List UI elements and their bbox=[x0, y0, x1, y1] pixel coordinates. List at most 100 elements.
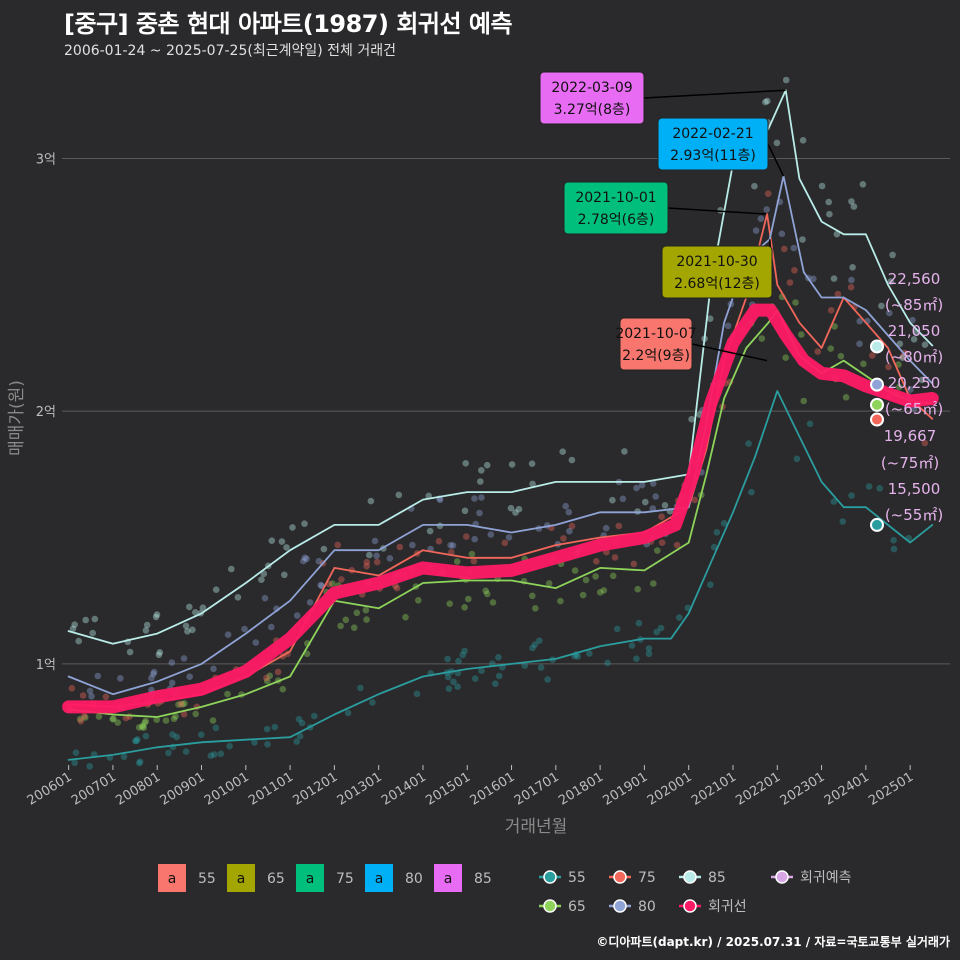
scatter-point bbox=[471, 535, 479, 543]
scatter-point bbox=[921, 439, 929, 447]
callout-date: 2022-03-09 bbox=[551, 80, 632, 96]
scatter-point bbox=[268, 623, 275, 631]
scatter-point bbox=[470, 557, 478, 565]
scatter-point bbox=[850, 203, 858, 210]
scatter-point bbox=[582, 576, 590, 584]
scatter-point bbox=[461, 647, 468, 655]
scatter-point bbox=[763, 206, 770, 213]
scatter-point bbox=[489, 599, 497, 606]
scatter-point bbox=[369, 699, 376, 706]
scatter-point bbox=[268, 537, 276, 544]
scatter-point bbox=[444, 673, 452, 681]
scatter-point bbox=[415, 597, 422, 604]
prediction-area: (~80㎡) bbox=[885, 348, 943, 366]
legend-box-65 bbox=[227, 864, 255, 892]
scatter-point bbox=[168, 679, 176, 687]
scatter-point bbox=[170, 715, 178, 723]
scatter-point bbox=[334, 541, 342, 549]
scatter-point bbox=[260, 570, 268, 578]
legend-box-glyph: a bbox=[306, 871, 315, 887]
scatter-point bbox=[141, 719, 149, 726]
scatter-point bbox=[373, 558, 381, 566]
scatter-point bbox=[896, 340, 904, 348]
legend-box-label: 65 bbox=[267, 871, 285, 887]
scatter-point bbox=[568, 522, 576, 530]
scatter-point bbox=[478, 667, 485, 674]
scatter-point bbox=[536, 637, 543, 644]
scatter-point bbox=[560, 535, 567, 542]
scatter-point bbox=[173, 733, 180, 741]
scatter-point bbox=[885, 363, 892, 371]
scatter-point bbox=[579, 591, 587, 599]
scatter-point bbox=[633, 655, 640, 662]
scatter-point bbox=[799, 137, 807, 144]
callout-layer: 2021-10-072.2억(9층)2021-10-302.68억(12층)20… bbox=[539, 71, 786, 371]
scatter-point bbox=[175, 701, 182, 708]
scatter-point bbox=[251, 739, 258, 746]
scatter-point bbox=[645, 645, 653, 652]
scatter-point bbox=[544, 676, 551, 683]
x-tick-label: 200701 bbox=[69, 770, 119, 809]
scatter-point bbox=[487, 531, 495, 538]
scatter-point bbox=[833, 230, 841, 238]
callout-price: 3.27억(8층) bbox=[554, 102, 631, 118]
callout-box bbox=[619, 317, 693, 371]
scatter-point bbox=[860, 360, 867, 368]
scatter-point bbox=[501, 539, 509, 547]
scatter-point bbox=[921, 341, 929, 349]
scatter-point bbox=[825, 198, 832, 206]
scatter-point bbox=[720, 520, 728, 527]
callout-85: 2022-03-09 3.27억(8층) bbox=[539, 71, 786, 125]
scatter-point bbox=[363, 558, 371, 566]
scatter-point bbox=[139, 722, 147, 729]
scatter-point bbox=[395, 491, 403, 499]
legend-point-key bbox=[613, 870, 627, 884]
scatter-point bbox=[839, 518, 846, 525]
scatter-point bbox=[574, 653, 581, 660]
scatter-point bbox=[764, 190, 772, 197]
legend-line-label: 65 bbox=[568, 899, 586, 915]
legend-point-key bbox=[683, 899, 697, 913]
scatter-point bbox=[649, 480, 657, 487]
legend-box-85 bbox=[434, 864, 462, 892]
series-line-55 bbox=[67, 390, 934, 761]
scatter-point bbox=[827, 307, 835, 314]
scatter-point bbox=[611, 554, 619, 561]
scatter-point bbox=[645, 650, 653, 658]
scatter-point bbox=[814, 348, 822, 355]
callout-box bbox=[563, 181, 669, 235]
scatter-point bbox=[281, 571, 288, 579]
scatter-point bbox=[529, 592, 536, 600]
scatter-point bbox=[136, 758, 144, 765]
scatter-point bbox=[91, 615, 99, 623]
scatter-point bbox=[707, 581, 714, 588]
scatter-point bbox=[887, 278, 895, 285]
scatter-point bbox=[748, 488, 755, 496]
scatter-point bbox=[586, 650, 593, 657]
scatter-point bbox=[842, 394, 850, 401]
scatter-point bbox=[621, 448, 628, 455]
scatter-point bbox=[82, 616, 89, 624]
callout-date: 2022-02-21 bbox=[672, 126, 753, 142]
x-tick-label: 201301 bbox=[335, 770, 385, 809]
scatter-point bbox=[461, 604, 468, 611]
scatter-point bbox=[806, 420, 814, 428]
scatter-point bbox=[156, 649, 164, 656]
x-tick-label: 201101 bbox=[246, 770, 296, 809]
scatter-point bbox=[793, 455, 801, 463]
scatter-point bbox=[114, 719, 121, 726]
scatter-point bbox=[363, 616, 370, 623]
scatter-point bbox=[295, 715, 303, 723]
prediction-point bbox=[870, 517, 884, 532]
prediction-value: 22,560 bbox=[888, 270, 941, 288]
scatter-point bbox=[72, 749, 80, 756]
prediction-area: (~65㎡) bbox=[885, 400, 943, 418]
scatter-point bbox=[918, 376, 926, 384]
scatter-point bbox=[792, 299, 799, 306]
scatter-point bbox=[311, 712, 318, 720]
scatter-point bbox=[848, 492, 855, 499]
scatter-point bbox=[876, 485, 883, 492]
scatter-point bbox=[778, 230, 786, 238]
scatter-point bbox=[338, 576, 345, 583]
scatter-point bbox=[133, 737, 140, 745]
